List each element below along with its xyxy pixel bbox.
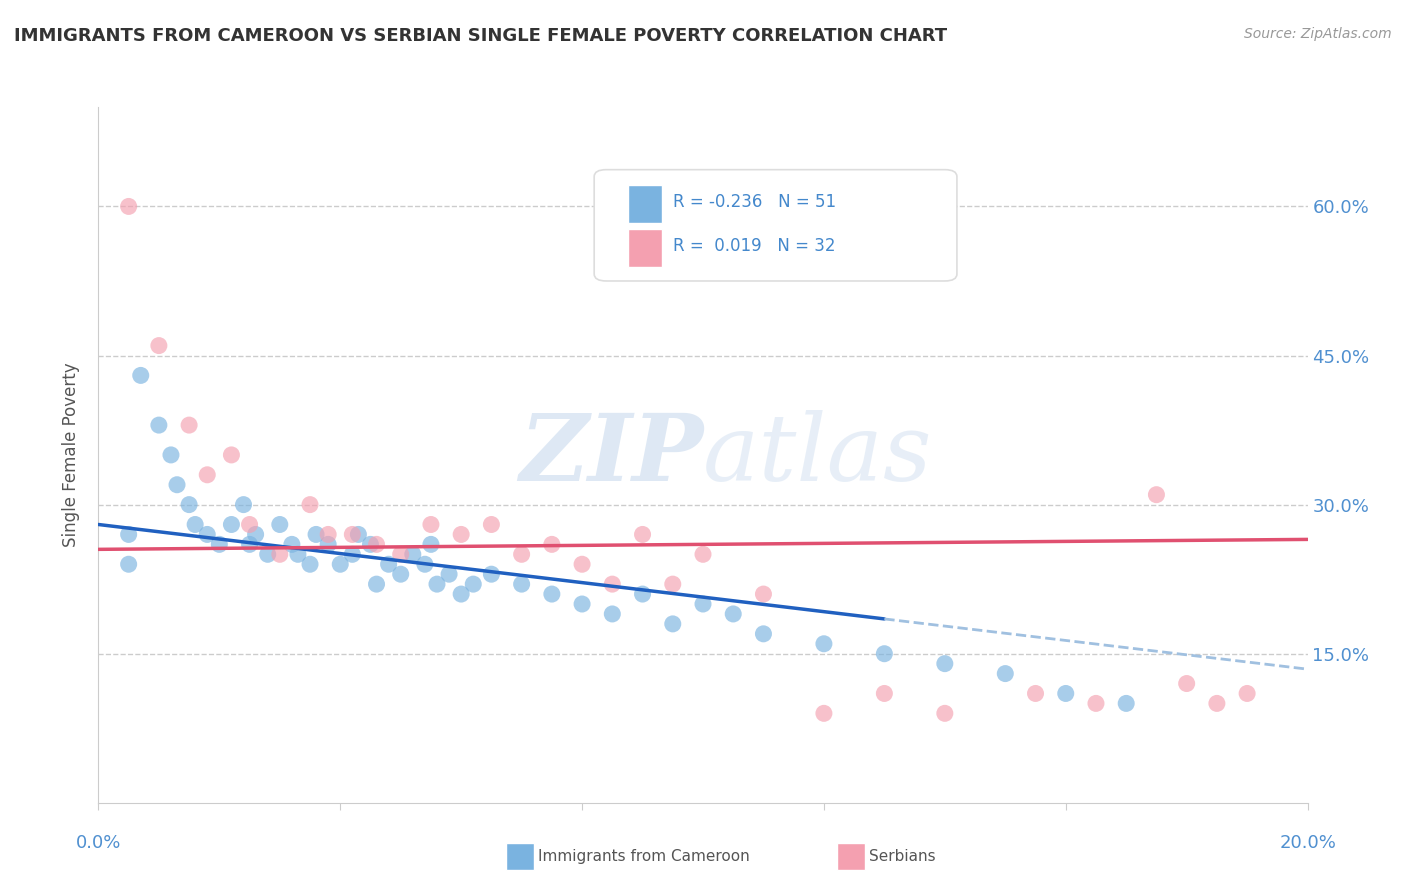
- Point: [631, 587, 654, 601]
- Text: ZIP: ZIP: [519, 410, 703, 500]
- Point: [118, 558, 141, 572]
- Text: IMMIGRANTS FROM CAMEROON VS SERBIAN SINGLE FEMALE POVERTY CORRELATION CHART: IMMIGRANTS FROM CAMEROON VS SERBIAN SING…: [14, 27, 948, 45]
- Point: [195, 527, 218, 541]
- Point: [510, 547, 533, 561]
- Point: [245, 527, 267, 541]
- Point: [420, 537, 443, 551]
- Point: [360, 537, 382, 551]
- Point: [208, 537, 231, 551]
- Point: [389, 547, 412, 561]
- Point: [752, 627, 775, 641]
- Point: [426, 577, 449, 591]
- Text: R =  0.019   N = 32: R = 0.019 N = 32: [673, 237, 835, 255]
- Point: [239, 517, 262, 532]
- Bar: [628, 229, 662, 267]
- Text: Immigrants from Cameroon: Immigrants from Cameroon: [538, 849, 751, 863]
- Point: [299, 498, 322, 512]
- Point: [366, 537, 388, 551]
- Point: [692, 597, 714, 611]
- Point: [602, 577, 624, 591]
- Point: [450, 527, 472, 541]
- Point: [540, 587, 562, 601]
- Point: [239, 537, 262, 551]
- Y-axis label: Single Female Poverty: Single Female Poverty: [62, 363, 80, 547]
- Point: [571, 597, 593, 611]
- Point: [305, 527, 328, 541]
- Point: [934, 706, 956, 721]
- Point: [662, 577, 685, 591]
- Point: [873, 647, 896, 661]
- Point: [813, 637, 835, 651]
- Bar: [628, 185, 662, 223]
- Point: [160, 448, 183, 462]
- Text: atlas: atlas: [703, 410, 932, 500]
- Point: [256, 547, 278, 561]
- Text: Serbians: Serbians: [869, 849, 935, 863]
- Point: [1024, 686, 1046, 700]
- Point: [463, 577, 485, 591]
- Point: [184, 517, 207, 532]
- Point: [1144, 488, 1167, 502]
- Point: [179, 418, 201, 433]
- Text: 0.0%: 0.0%: [76, 834, 121, 852]
- Point: [994, 666, 1017, 681]
- Point: [179, 498, 201, 512]
- Point: [662, 616, 685, 631]
- Point: [221, 517, 243, 532]
- Point: [281, 537, 304, 551]
- Point: [269, 517, 291, 532]
- Point: [540, 537, 562, 551]
- Point: [450, 587, 472, 601]
- Point: [347, 527, 370, 541]
- Point: [129, 368, 152, 383]
- Point: [148, 418, 170, 433]
- Point: [377, 558, 399, 572]
- Point: [420, 517, 443, 532]
- Point: [481, 567, 503, 582]
- Point: [118, 199, 141, 213]
- Point: [723, 607, 745, 621]
- Point: [389, 567, 412, 582]
- Point: [342, 547, 364, 561]
- Point: [510, 577, 533, 591]
- Point: [1206, 697, 1229, 711]
- Point: [402, 547, 425, 561]
- Point: [1115, 697, 1137, 711]
- Point: [437, 567, 460, 582]
- Point: [287, 547, 309, 561]
- Point: [1175, 676, 1198, 690]
- Point: [195, 467, 218, 482]
- Point: [934, 657, 956, 671]
- Point: [1054, 686, 1077, 700]
- Text: Source: ZipAtlas.com: Source: ZipAtlas.com: [1244, 27, 1392, 41]
- Point: [299, 558, 322, 572]
- Text: R = -0.236   N = 51: R = -0.236 N = 51: [673, 194, 837, 211]
- Point: [873, 686, 896, 700]
- Point: [813, 706, 835, 721]
- Point: [316, 527, 339, 541]
- Point: [1236, 686, 1258, 700]
- Point: [166, 477, 188, 491]
- Point: [571, 558, 593, 572]
- Text: 20.0%: 20.0%: [1279, 834, 1336, 852]
- Point: [148, 338, 170, 352]
- Point: [366, 577, 388, 591]
- Point: [481, 517, 503, 532]
- Point: [752, 587, 775, 601]
- Point: [1085, 697, 1108, 711]
- Point: [316, 537, 339, 551]
- FancyBboxPatch shape: [595, 169, 957, 281]
- Point: [602, 607, 624, 621]
- Point: [692, 547, 714, 561]
- Point: [342, 527, 364, 541]
- Point: [413, 558, 436, 572]
- Point: [232, 498, 254, 512]
- Point: [118, 527, 141, 541]
- Point: [221, 448, 243, 462]
- Point: [329, 558, 352, 572]
- Point: [631, 527, 654, 541]
- Point: [269, 547, 291, 561]
